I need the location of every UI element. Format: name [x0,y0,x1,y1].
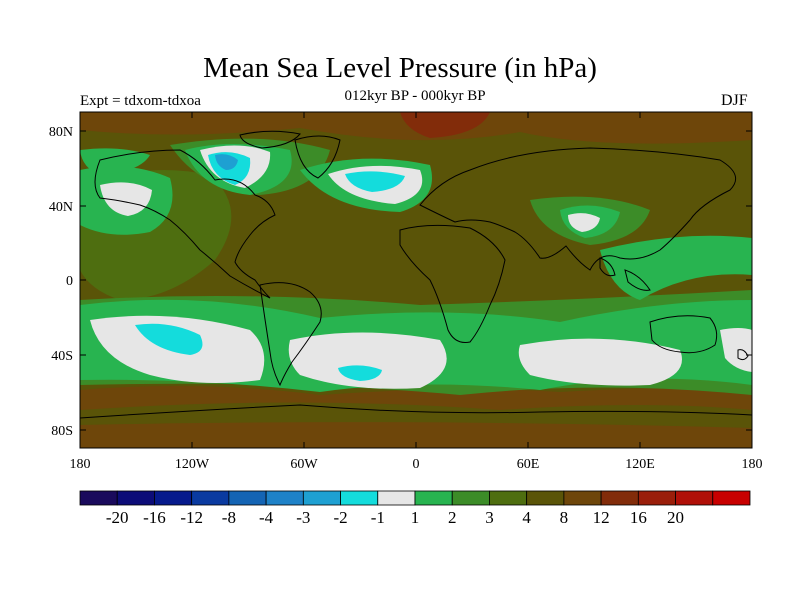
ticks [80,112,752,448]
colorbar-swatch [79,490,118,506]
colorbar-swatch [228,490,267,506]
colorbar-label: 16 [630,508,647,527]
colorbar-swatch [302,490,341,506]
colorbar-swatch [451,490,490,506]
chart-subtitle: 012kyr BP - 000kyr BP [344,88,486,104]
lat-tick-label: 0 [66,274,73,289]
lon-tick-label: 60E [517,457,540,472]
experiment-label: Expt = tdxom-tdxoa [80,93,201,109]
lon-tick-label: 180 [742,457,763,472]
colorbar-swatch [489,490,528,506]
colorbar-label: -16 [143,508,166,527]
lat-tick-label: 40S [51,349,73,364]
colorbar-label: 1 [411,508,420,527]
lat-tick-label: 80N [49,125,73,140]
colorbar-label: -3 [296,508,310,527]
colorbar-label: -1 [371,508,385,527]
lat-tick-label: 40N [49,200,73,215]
colorbar-swatch [526,490,565,506]
colorbar-label: 8 [560,508,569,527]
colorbar-label: 20 [667,508,684,527]
colorbar-swatch [116,490,155,506]
colorbar-swatch [377,490,416,506]
colorbar-swatch [563,490,602,506]
colorbar-swatch [265,490,304,506]
colorbar-swatch [600,490,639,506]
season-label: DJF [721,92,748,109]
colorbar-swatch [191,490,230,506]
colorbar-label: 4 [522,508,531,527]
colorbar-label: -20 [106,508,129,527]
colorbar-label: -4 [259,508,274,527]
lon-tick-label: 180 [70,457,91,472]
colorbar-swatch [340,490,379,506]
colorbar-swatch [712,490,751,506]
colorbar-swatch [637,490,676,506]
chart-title: Mean Sea Level Pressure (in hPa) [203,52,597,84]
colorbar-swatch [154,490,193,506]
lon-tick-label: 120W [175,457,210,472]
colorbar-label: -2 [333,508,347,527]
lon-tick-label: 120E [625,457,655,472]
colorbar-label: 3 [485,508,494,527]
lat-tick-label: 80S [51,424,73,439]
coastlines [80,130,752,419]
lon-tick-label: 0 [413,457,420,472]
colorbar-swatch [675,490,714,506]
colorbar-swatch [414,490,453,506]
colorbar-label: -8 [222,508,236,527]
lon-tick-label: 60W [290,457,318,472]
pressure-field [80,112,752,448]
colorbar-label: 12 [593,508,610,527]
colorbar: -20 -16 -12 -8 -4 -3 -2 -1 1 2 3 4 8 12 16 20 [79,490,751,527]
colorbar-label: -12 [180,508,203,527]
colorbar-label: 2 [448,508,457,527]
